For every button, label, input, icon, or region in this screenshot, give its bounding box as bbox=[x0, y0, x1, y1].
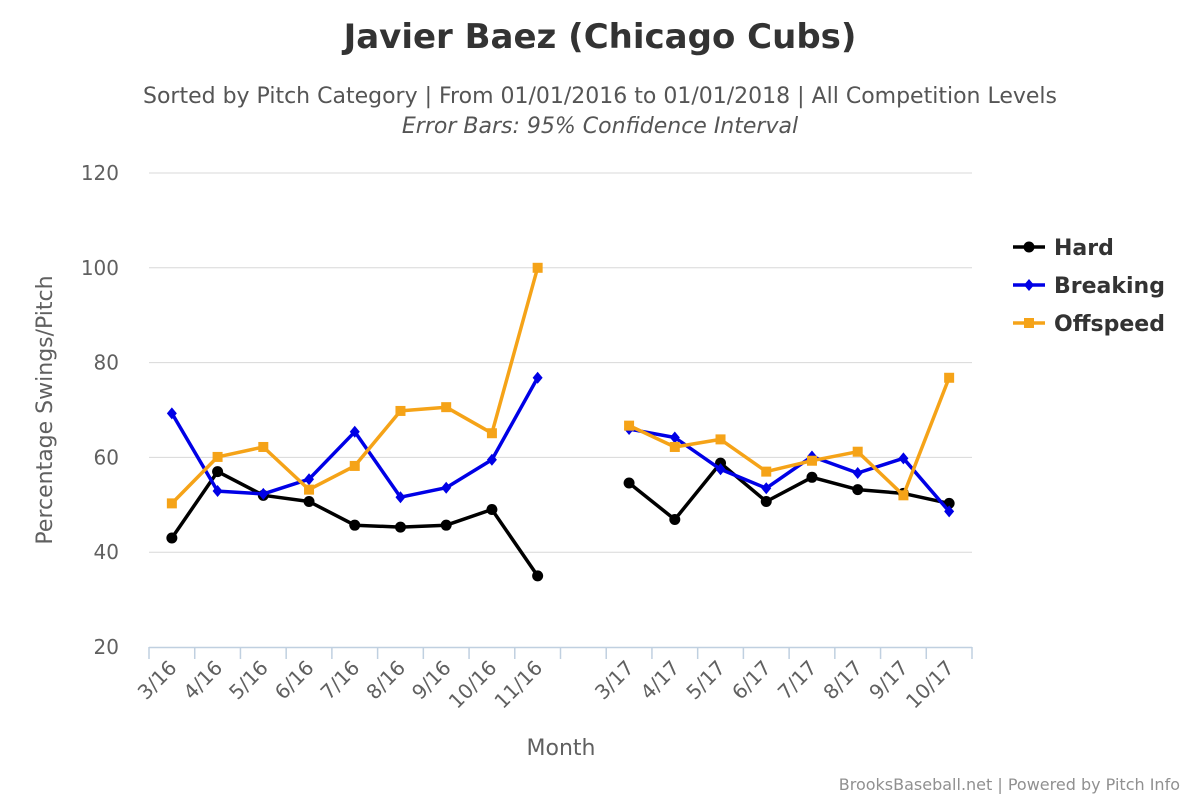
data-point bbox=[304, 484, 315, 495]
data-point bbox=[349, 519, 361, 531]
series-lines bbox=[166, 262, 955, 582]
x-tick-label: 6/16 bbox=[270, 656, 319, 705]
data-point bbox=[806, 455, 817, 466]
data-point bbox=[623, 477, 635, 489]
data-point bbox=[395, 491, 406, 504]
series-line-breaking bbox=[628, 427, 951, 513]
series-line-hard bbox=[628, 461, 950, 522]
data-point bbox=[258, 441, 269, 452]
data-point bbox=[898, 452, 909, 465]
data-point bbox=[349, 460, 360, 471]
legend-item-offspeed: Offspeed bbox=[1013, 312, 1165, 337]
y-tick-label: 60 bbox=[94, 445, 119, 469]
y-tick-label: 20 bbox=[94, 635, 119, 659]
data-point bbox=[852, 484, 864, 496]
data-point bbox=[1024, 279, 1034, 291]
data-point bbox=[715, 434, 726, 445]
data-point bbox=[166, 498, 177, 509]
series-hard bbox=[166, 457, 955, 582]
data-point bbox=[944, 372, 955, 383]
data-point bbox=[1023, 241, 1035, 253]
y-tick-label: 40 bbox=[94, 540, 119, 564]
data-point bbox=[806, 471, 818, 483]
data-point bbox=[852, 446, 863, 457]
data-point bbox=[441, 481, 452, 494]
series-line-offspeed bbox=[628, 377, 951, 498]
data-point bbox=[304, 473, 315, 486]
y-tick-label: 80 bbox=[94, 351, 119, 375]
data-point bbox=[1024, 318, 1034, 328]
x-tick-label: 3/16 bbox=[133, 656, 182, 705]
data-point bbox=[624, 420, 635, 431]
y-axis-title: Percentage Swings/Pitch bbox=[33, 275, 58, 544]
data-point bbox=[166, 532, 178, 544]
data-point bbox=[761, 466, 772, 477]
series-breaking bbox=[166, 371, 955, 518]
x-tick-label: 8/16 bbox=[361, 656, 410, 705]
data-point bbox=[486, 428, 497, 439]
data-point bbox=[532, 371, 543, 384]
data-point bbox=[258, 487, 269, 500]
legend-label: Breaking bbox=[1054, 274, 1165, 299]
legend-label: Offspeed bbox=[1054, 312, 1165, 337]
data-point bbox=[166, 407, 177, 420]
x-tick-label: 11/16 bbox=[489, 656, 547, 714]
data-point bbox=[212, 485, 223, 498]
legend-item-breaking: Breaking bbox=[1013, 274, 1165, 299]
data-point bbox=[486, 504, 498, 516]
chart-title: Javier Baez (Chicago Cubs) bbox=[342, 17, 857, 57]
x-tick-label: 4/17 bbox=[636, 656, 685, 705]
data-point bbox=[761, 482, 772, 495]
data-point bbox=[532, 262, 543, 273]
data-point bbox=[486, 453, 497, 466]
y-tick-label: 100 bbox=[81, 256, 119, 280]
data-point bbox=[441, 402, 452, 413]
chart-subtitle-error-bars: Error Bars: 95% Confidence Interval bbox=[402, 114, 798, 139]
x-tick-label: 10/16 bbox=[444, 656, 502, 714]
x-axis-title: Month bbox=[527, 736, 596, 761]
data-point bbox=[532, 570, 544, 582]
data-point bbox=[669, 513, 681, 525]
data-point bbox=[303, 495, 315, 507]
legend-item-hard: Hard bbox=[1013, 236, 1114, 261]
chart-subtitle: Sorted by Pitch Category | From 01/01/20… bbox=[143, 84, 1057, 109]
y-axis-ticks: 20 40 60 80 100 120 bbox=[81, 161, 119, 659]
data-point bbox=[669, 441, 680, 452]
data-point bbox=[715, 463, 726, 476]
x-tick-label: 5/17 bbox=[681, 656, 730, 705]
x-tick-label: 7/17 bbox=[773, 656, 822, 705]
data-point bbox=[212, 466, 224, 478]
data-point bbox=[394, 521, 406, 533]
x-tick-label: 5/16 bbox=[224, 656, 273, 705]
data-point bbox=[440, 519, 452, 531]
x-tick-label: 7/16 bbox=[316, 656, 365, 705]
data-point bbox=[669, 431, 680, 444]
y-tick-label: 120 bbox=[81, 161, 119, 185]
credits: BrooksBaseball.net | Powered by Pitch In… bbox=[839, 775, 1180, 794]
data-point bbox=[944, 505, 955, 518]
series-offspeed bbox=[166, 262, 955, 509]
data-point bbox=[395, 405, 406, 416]
x-tick-label: 10/17 bbox=[901, 656, 959, 714]
x-tick-label: 6/17 bbox=[727, 656, 776, 705]
data-point bbox=[349, 425, 360, 438]
legend: Hard Breaking Offspeed bbox=[1013, 236, 1165, 337]
x-tick-label: 4/16 bbox=[178, 656, 227, 705]
data-point bbox=[212, 451, 223, 462]
data-point bbox=[852, 467, 863, 480]
data-point bbox=[760, 495, 772, 507]
x-tick-label: 3/17 bbox=[590, 656, 639, 705]
x-tick-label: 8/17 bbox=[818, 656, 867, 705]
data-point bbox=[898, 490, 909, 501]
legend-label: Hard bbox=[1054, 236, 1114, 261]
